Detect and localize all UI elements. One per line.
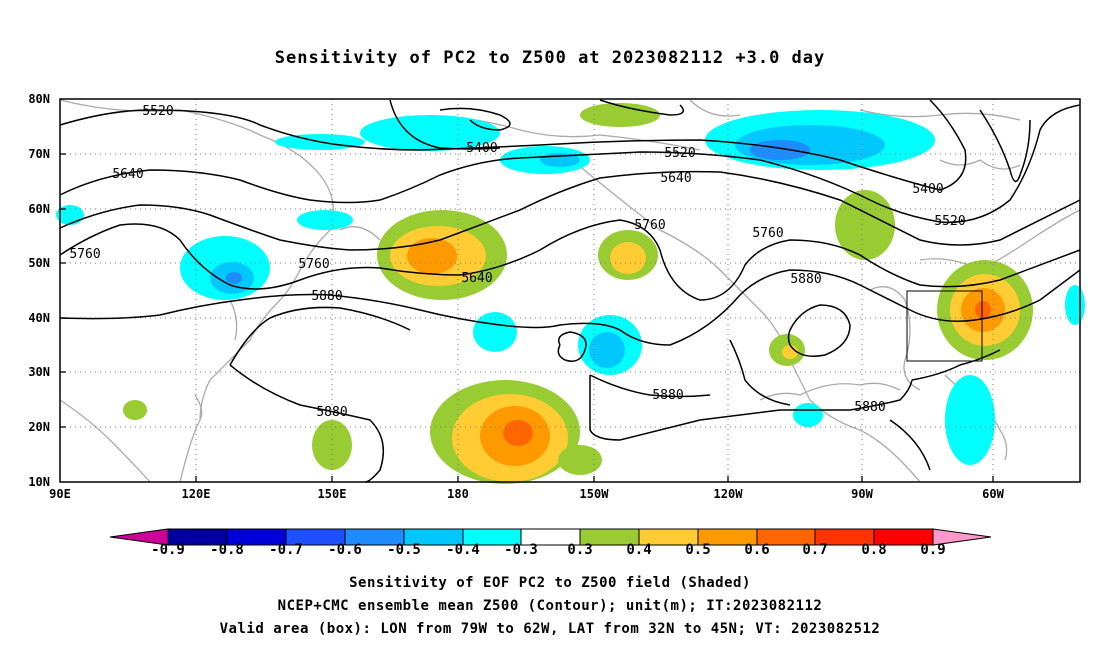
lon-label: 120W (713, 487, 743, 501)
negative-anomaly (793, 403, 823, 427)
contour-label: 5880 (652, 388, 683, 403)
axis-ticks (60, 153, 994, 482)
colorbar-label: -0.3 (504, 542, 538, 558)
lat-label: 80N (28, 92, 50, 106)
positive-anomaly (835, 190, 895, 260)
lon-label: 150E (317, 487, 347, 501)
caption-shaded: Sensitivity of EOF PC2 to Z500 field (Sh… (349, 575, 751, 591)
lat-label: 20N (28, 420, 50, 434)
caption-valid-area: Valid area (box): LON from 79W to 62W, L… (219, 621, 881, 637)
map-frame (59, 98, 1081, 483)
lon-label: 120E (181, 487, 211, 501)
valid-area-box (906, 290, 983, 362)
lat-label: 10N (28, 475, 50, 489)
lat-label: 30N (28, 365, 50, 379)
lon-label: 150W (579, 487, 609, 501)
negative-anomaly (297, 210, 353, 230)
figure-title: Sensitivity of PC2 to Z500 at 2023082112… (274, 48, 826, 68)
negative-anomaly (226, 272, 242, 284)
lon-label: 60W (982, 487, 1004, 501)
lon-label: 180 (447, 487, 469, 501)
lat-label: 60N (28, 202, 50, 216)
colorbar-label: 0.4 (626, 542, 652, 558)
positive-anomaly (503, 420, 533, 446)
contour-label: 5880 (311, 289, 342, 304)
colorbar-label: -0.6 (328, 542, 362, 558)
lon-label: 90E (49, 487, 71, 501)
contour-label: 5520 (142, 104, 173, 119)
contour-label: 5760 (634, 218, 665, 233)
negative-anomaly (589, 332, 625, 368)
positive-anomaly (123, 400, 147, 420)
positive-anomaly (782, 345, 798, 359)
positive-anomaly (407, 238, 457, 274)
colorbar-label: -0.4 (446, 542, 480, 558)
colorbar-label: 0.5 (685, 542, 711, 558)
colorbar-label: -0.9 (151, 542, 185, 558)
caption-contour: NCEP+CMC ensemble mean Z500 (Contour); u… (277, 598, 823, 614)
negative-anomaly (360, 115, 500, 151)
colorbar-label: 0.6 (744, 542, 770, 558)
positive-anomaly (975, 301, 991, 319)
contour-label: 5640 (461, 271, 492, 286)
negative-anomaly (750, 140, 810, 160)
contour-label: 5520 (934, 214, 965, 229)
positive-anomaly (558, 445, 602, 475)
contour-label: 5400 (466, 141, 497, 156)
negative-anomaly (1065, 285, 1085, 325)
contour-label: 5760 (69, 247, 100, 262)
colorbar-label: 0.7 (802, 542, 828, 558)
colorbar-label: 0.9 (920, 542, 946, 558)
contour-label: 5760 (752, 226, 783, 241)
positive-anomaly (580, 103, 660, 127)
contour-label: 5520 (664, 146, 695, 161)
negative-anomaly (473, 312, 517, 352)
contour-label: 5400 (912, 182, 943, 197)
colorbar-label: 0.8 (861, 542, 887, 558)
negative-anomaly (56, 205, 84, 225)
contour-label: 5640 (112, 167, 143, 182)
colorbar-label: 0.3 (567, 542, 593, 558)
z500-contours (59, 99, 1081, 483)
colorbar (109, 528, 992, 546)
lat-label: 50N (28, 256, 50, 270)
contour-label: 5880 (854, 400, 885, 415)
contour-label: 5880 (790, 272, 821, 287)
contour-label: 5640 (660, 171, 691, 186)
colorbar-label: -0.5 (387, 542, 421, 558)
lat-lon-grid (60, 99, 1080, 482)
lat-label: 40N (28, 311, 50, 325)
positive-anomaly (610, 242, 646, 274)
contour-label: 5760 (298, 257, 329, 272)
colorbar-label: -0.8 (210, 542, 244, 558)
colorbar-label: -0.7 (269, 542, 303, 558)
contour-label: 5880 (316, 405, 347, 420)
negative-anomaly (945, 375, 995, 465)
contour-labels: 5520 5400 5520 5640 5640 5400 5520 5760 … (69, 104, 965, 420)
colorbar-segment (932, 528, 992, 546)
lat-label: 70N (28, 147, 50, 161)
lon-label: 90W (851, 487, 873, 501)
